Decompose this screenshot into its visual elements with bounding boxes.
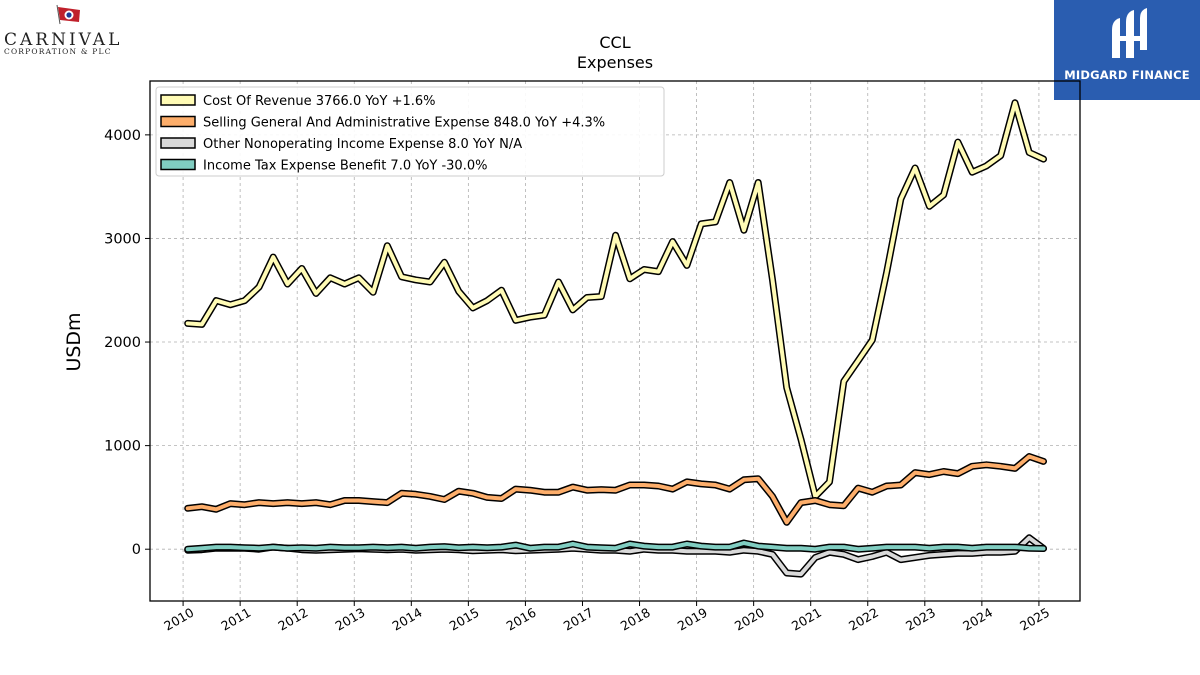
y-tick-label: 2000 [104,335,141,351]
x-tick-label: 2016 [504,605,539,634]
legend-swatch [160,137,196,149]
legend-box [155,86,665,177]
legend-swatch [160,94,196,106]
series-line-3 [185,541,1046,552]
x-tick-label: 2013 [332,605,367,634]
chart-title: CCL [599,33,630,52]
x-tick-label: 2022 [846,605,881,634]
series-line-1 [185,454,1046,525]
plot-frame [149,80,1081,602]
legend-label: Other Nonoperating Income Expense 8.0 Yo… [203,137,522,152]
midgard-logo-text: MIDGARD FINANCE [1064,68,1190,82]
x-tick-label: 2012 [275,605,310,634]
series-line-2 [185,535,1046,577]
x-tick-label: 2019 [675,605,710,634]
y-tick-label: 3000 [104,231,141,247]
legend-label: Cost Of Revenue 3766.0 YoY +1.6% [203,94,436,109]
y-tick-label: 1000 [104,439,141,455]
chart-subtitle: Expenses [577,53,653,72]
series-layer [184,99,1047,578]
x-tick-label: 2024 [960,605,995,634]
y-tick-label: 4000 [104,128,141,144]
y-axis-label: USDm [63,312,85,371]
midgard-finance-logo: MIDGARD FINANCE [1054,0,1200,100]
midgard-mark-icon [1112,8,1147,58]
legend: Cost Of Revenue 3766.0 YoY +1.6% Selling … [155,86,665,177]
x-tick-label: 2018 [618,605,653,634]
x-tick-label: 2011 [218,605,253,634]
carnival-logo: CARNIVAL CORPORATION & PLC [0,0,140,70]
legend-swatch [160,115,196,128]
carnival-flag-icon [56,4,80,25]
x-tick-label: 2017 [561,605,596,634]
x-tick-label: 2020 [732,605,767,634]
x-tick-label: 2010 [161,605,196,634]
legend-label: Selling General And Administrative Expen… [203,116,605,131]
x-tick-label: 2015 [447,605,482,634]
carnival-logo-name: CARNIVAL [4,30,123,50]
x-tick-label: 2014 [390,605,425,634]
legend-label: Income Tax Expense Benefit 7.0 YoY -30.0… [203,159,487,174]
legend-swatch [160,158,196,171]
carnival-logo-subtitle: CORPORATION & PLC [4,47,112,56]
x-tick-label: 2021 [789,605,824,634]
x-tick-label: 2025 [1017,605,1052,634]
x-tick-label: 2023 [903,605,938,634]
y-tick-label: 0 [132,542,141,558]
series-line-0 [185,100,1046,499]
